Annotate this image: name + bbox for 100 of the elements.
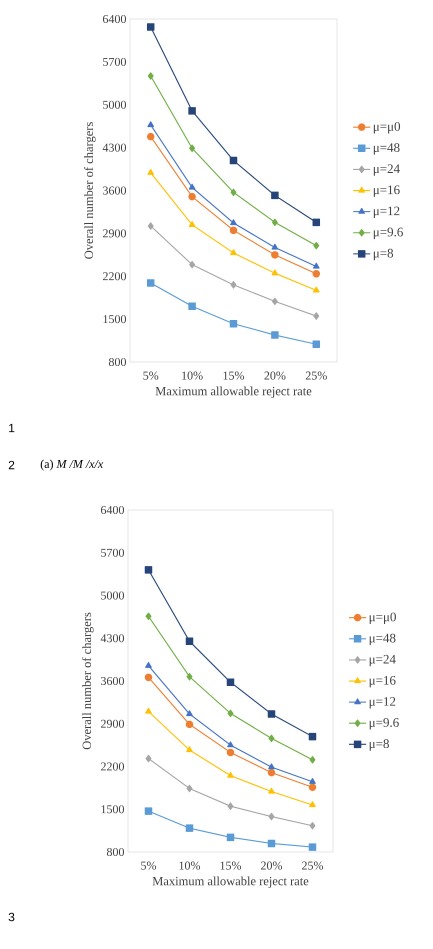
point xyxy=(147,168,154,175)
point xyxy=(145,708,152,714)
x-axis-title: Maximum allowable reject rate xyxy=(156,386,312,398)
point xyxy=(312,286,320,292)
point xyxy=(230,249,237,256)
legend-label: μ=8 xyxy=(370,739,389,751)
point xyxy=(271,192,279,200)
point xyxy=(148,72,154,80)
y-tick-label: 5000 xyxy=(103,100,126,109)
legend-label: μ=12 xyxy=(370,697,396,708)
point xyxy=(312,340,320,348)
point xyxy=(272,218,278,226)
point xyxy=(146,23,154,31)
point xyxy=(230,281,236,289)
point xyxy=(309,778,316,784)
point xyxy=(309,801,316,808)
point xyxy=(312,270,320,278)
legend-label: μ=8 xyxy=(374,248,394,260)
text: 3 xyxy=(8,912,14,922)
y-tick-label: 5700 xyxy=(101,548,124,557)
point xyxy=(147,121,154,128)
x-tick-label: 25% xyxy=(306,372,327,380)
point xyxy=(312,218,320,226)
y-tick-label: 4300 xyxy=(100,634,124,642)
point xyxy=(227,741,234,748)
y-tick-label: 2200 xyxy=(101,762,124,771)
y-tick-label: 5000 xyxy=(101,591,124,600)
point xyxy=(228,710,234,718)
point xyxy=(268,734,274,742)
y-tick-label: 3600 xyxy=(103,186,126,195)
point xyxy=(189,144,196,152)
point xyxy=(268,768,276,776)
point xyxy=(230,188,236,196)
y-tick-label: 1500 xyxy=(104,315,126,324)
x-axis-title: Maximum allowable reject rate xyxy=(152,876,308,888)
point xyxy=(144,807,152,815)
point xyxy=(230,320,238,328)
point xyxy=(146,132,154,140)
legend-label: μ=μ0 xyxy=(374,122,400,134)
text: 2 xyxy=(8,460,14,470)
point xyxy=(313,312,320,320)
y-tick-label: 6400 xyxy=(102,14,126,24)
point xyxy=(148,222,154,230)
point xyxy=(145,662,152,668)
y-tick-label: 800 xyxy=(106,848,124,856)
legend-label: μ=24 xyxy=(370,654,396,666)
y-tick-label: 2200 xyxy=(103,272,126,280)
point xyxy=(188,184,196,190)
x-tick-label: 5% xyxy=(141,862,156,870)
point xyxy=(186,720,194,728)
x-tick-label: 15% xyxy=(224,372,244,380)
y-tick-label: 2900 xyxy=(101,720,124,728)
point xyxy=(271,251,279,259)
point xyxy=(308,784,316,792)
point xyxy=(272,298,278,306)
x-tick-label: 5% xyxy=(143,372,158,380)
x-tick-label: 20% xyxy=(264,372,286,380)
x-tick-label: 20% xyxy=(261,862,282,870)
point xyxy=(313,242,320,250)
legend-label: μ=24 xyxy=(374,164,400,176)
point xyxy=(189,260,196,268)
point xyxy=(272,244,278,250)
point xyxy=(228,802,234,810)
text: (a) M /M /x/x xyxy=(40,460,104,470)
point xyxy=(308,843,316,851)
y-tick-label: 5700 xyxy=(103,58,126,66)
point xyxy=(230,219,237,226)
x-tick-label: 10% xyxy=(182,372,203,380)
point xyxy=(230,156,238,164)
point xyxy=(268,710,276,718)
point xyxy=(188,221,196,227)
point xyxy=(310,756,316,764)
point xyxy=(144,674,152,682)
x-tick-label: 25% xyxy=(302,862,324,870)
legend-label: μ=9.6 xyxy=(374,228,403,240)
point xyxy=(268,788,275,794)
y-tick-label: 6400 xyxy=(100,506,124,514)
y-tick-label: 3600 xyxy=(101,676,124,686)
point xyxy=(268,763,275,770)
legend-label: μ=9.6 xyxy=(370,718,399,730)
legend-label: μ=12 xyxy=(374,206,400,218)
point xyxy=(188,192,196,200)
point xyxy=(310,822,316,830)
point xyxy=(146,754,152,762)
y-tick-label: 1500 xyxy=(102,805,124,814)
x-tick-label: 15% xyxy=(220,862,242,870)
y-axis-title: Overall number of chargers xyxy=(84,122,96,259)
legend-label: μ=μ0 xyxy=(370,612,396,624)
point xyxy=(230,226,238,234)
x-tick-label: 10% xyxy=(180,862,200,870)
point xyxy=(146,279,154,287)
point xyxy=(146,612,152,620)
point xyxy=(271,331,279,339)
point xyxy=(186,672,192,680)
point xyxy=(226,678,234,686)
point xyxy=(268,840,276,848)
point xyxy=(186,824,194,832)
point xyxy=(308,732,316,740)
y-tick-label: 2900 xyxy=(103,229,126,238)
point xyxy=(272,269,278,276)
